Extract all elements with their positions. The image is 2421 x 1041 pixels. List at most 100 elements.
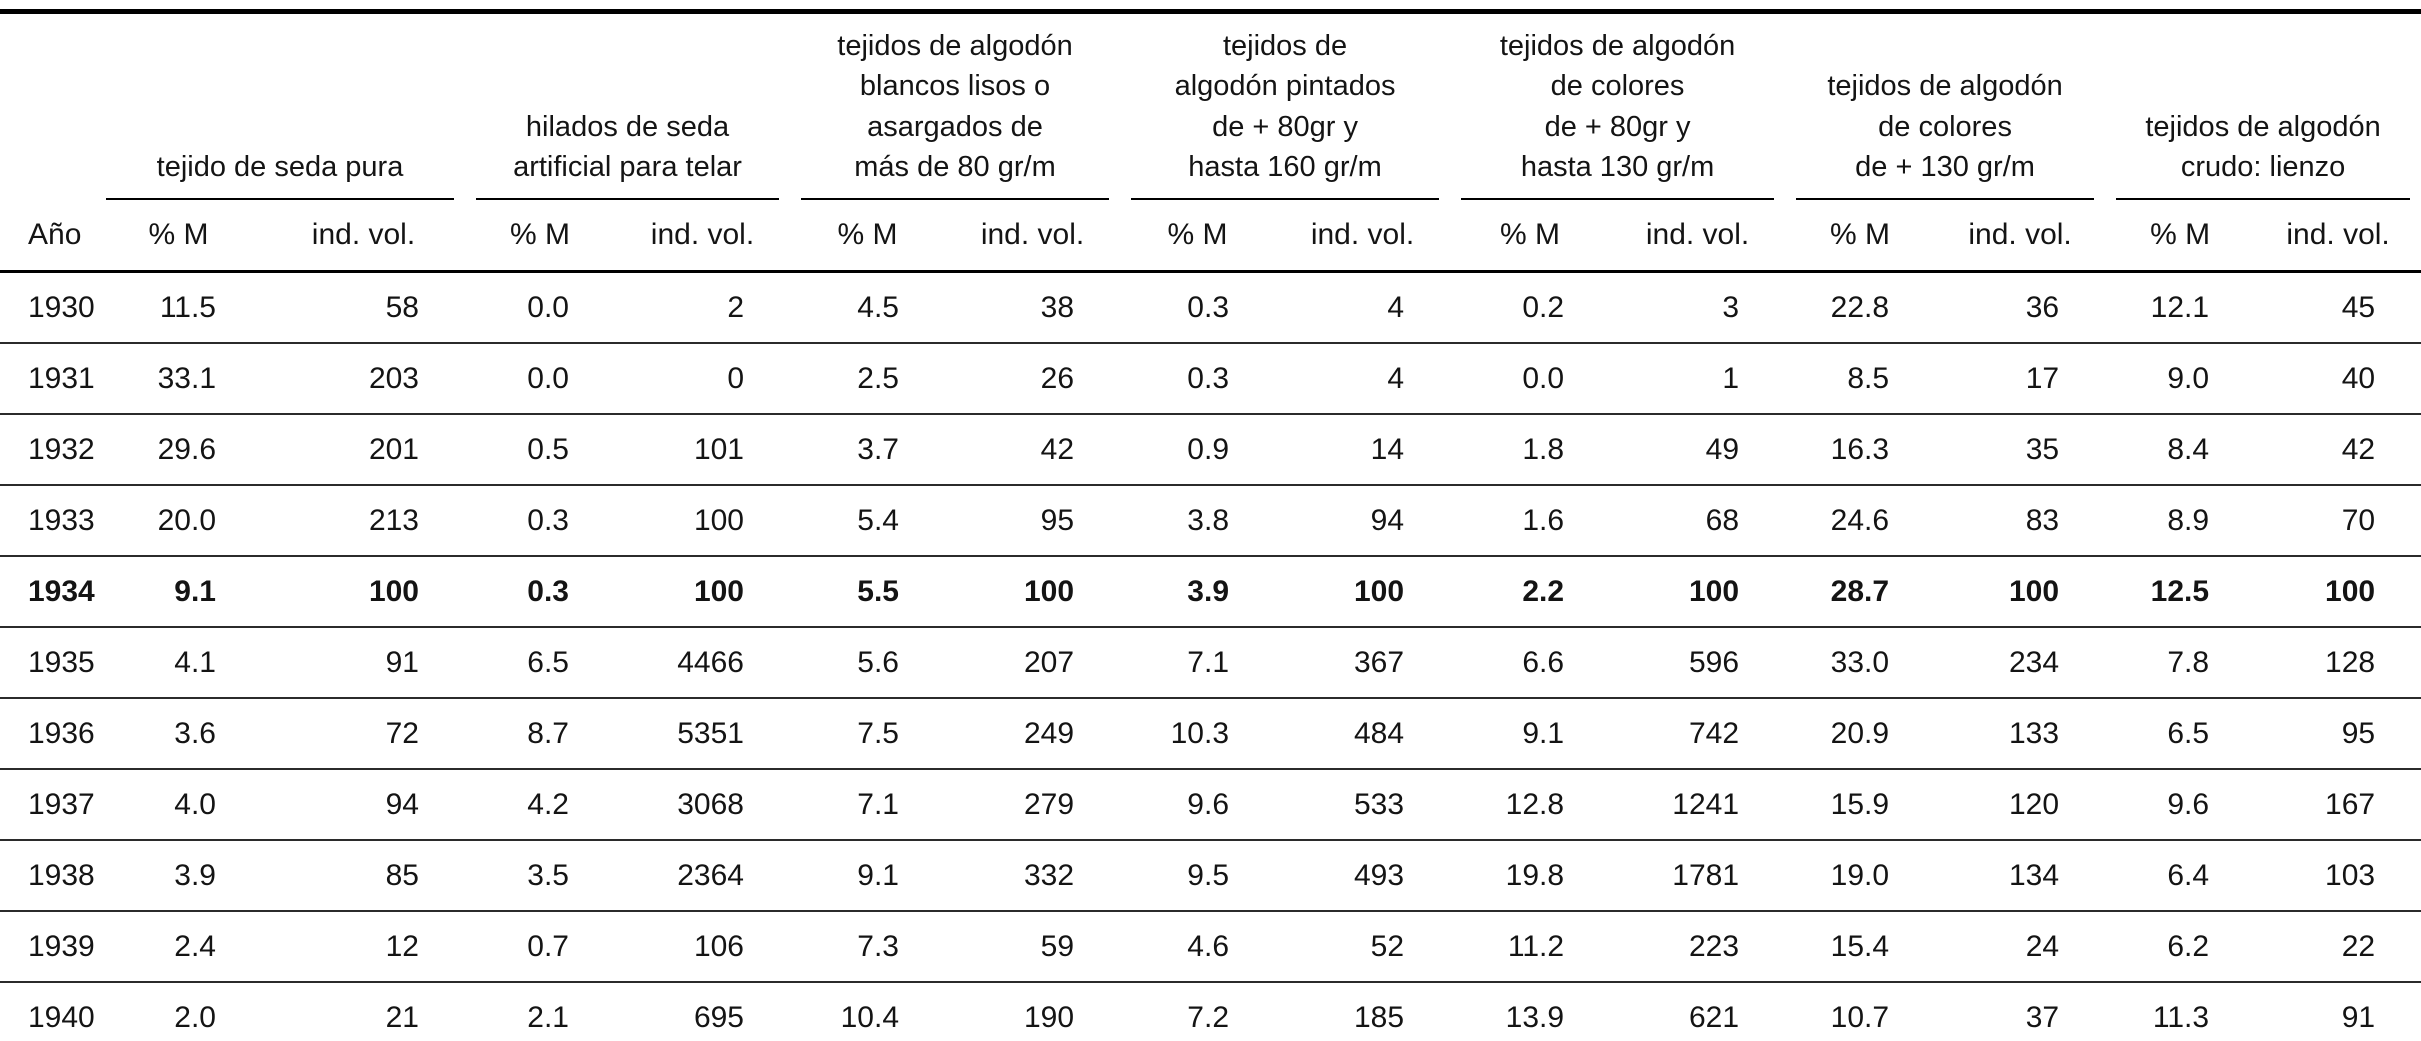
value-cell: 58 bbox=[262, 271, 465, 344]
value-cell: 5.5 bbox=[790, 556, 945, 628]
value-cell: 42 bbox=[2255, 414, 2421, 486]
pct-column-header: % M bbox=[95, 200, 262, 273]
value-cell: 94 bbox=[1275, 485, 1451, 557]
value-cell: 3 bbox=[1610, 271, 1786, 344]
vol-column-header: ind. vol. bbox=[2255, 200, 2421, 273]
value-cell: 0.3 bbox=[1120, 343, 1276, 415]
value-cell: 100 bbox=[945, 556, 1121, 628]
value-cell: 332 bbox=[945, 840, 1121, 912]
group-title: tejidos de algodón de colores de + 130 g… bbox=[1796, 66, 2095, 200]
value-cell: 120 bbox=[1935, 769, 2106, 841]
year-cell: 1939 bbox=[0, 911, 95, 983]
data-table: tejido de seda pura hilados de seda arti… bbox=[0, 9, 2421, 1041]
value-cell: 7.2 bbox=[1120, 982, 1276, 1041]
value-cell: 40 bbox=[2255, 343, 2421, 415]
year-cell: 1933 bbox=[0, 485, 95, 557]
value-cell: 2.0 bbox=[95, 982, 262, 1041]
value-cell: 1.8 bbox=[1450, 414, 1611, 486]
value-cell: 4 bbox=[1275, 343, 1451, 415]
year-cell: 1932 bbox=[0, 414, 95, 486]
table-row: 1935 4.1 91 6.5 4466 5.6 207 7.1 367 6.6 596 33.0 23… bbox=[0, 627, 2421, 699]
year-cell: 1940 bbox=[0, 982, 95, 1041]
value-cell: 42 bbox=[945, 414, 1121, 486]
value-cell: 0.0 bbox=[465, 271, 615, 344]
value-cell: 83 bbox=[1935, 485, 2106, 557]
value-cell: 36 bbox=[1935, 271, 2106, 344]
value-cell: 4.1 bbox=[95, 627, 262, 699]
value-cell: 100 bbox=[1275, 556, 1451, 628]
value-cell: 12 bbox=[262, 911, 465, 983]
value-cell: 20.9 bbox=[1785, 698, 1936, 770]
table-row: 1938 3.9 85 3.5 2364 9.1 332 9.5 493 19.8 1781 19.0… bbox=[0, 840, 2421, 912]
value-cell: 13.9 bbox=[1450, 982, 1611, 1041]
group-title: tejido de seda pura bbox=[106, 147, 454, 200]
value-cell: 9.5 bbox=[1120, 840, 1276, 912]
table-row: 1936 3.6 72 8.7 5351 7.5 249 10.3 484 9.1 742 20.9 1… bbox=[0, 698, 2421, 770]
value-cell: 3.9 bbox=[95, 840, 262, 912]
value-cell: 2364 bbox=[615, 840, 790, 912]
value-cell: 11.2 bbox=[1450, 911, 1611, 983]
year-cell: 1935 bbox=[0, 627, 95, 699]
value-cell: 10.4 bbox=[790, 982, 945, 1041]
value-cell: 29.6 bbox=[95, 414, 262, 486]
value-cell: 52 bbox=[1275, 911, 1451, 983]
table-row: 1933 20.0 213 0.3 100 5.4 95 3.8 94 1.6 68 24.6 83 8.… bbox=[0, 485, 2421, 557]
value-cell: 2.1 bbox=[465, 982, 615, 1041]
value-cell: 10.3 bbox=[1120, 698, 1276, 770]
value-cell: 103 bbox=[2255, 840, 2421, 912]
value-cell: 0.3 bbox=[1120, 271, 1276, 344]
value-cell: 0.9 bbox=[1120, 414, 1276, 486]
value-cell: 7.3 bbox=[790, 911, 945, 983]
value-cell: 17 bbox=[1935, 343, 2106, 415]
value-cell: 3.5 bbox=[465, 840, 615, 912]
value-cell: 24.6 bbox=[1785, 485, 1936, 557]
value-cell: 5.6 bbox=[790, 627, 945, 699]
group-header-seda-pura: tejido de seda pura bbox=[95, 12, 465, 200]
value-cell: 3.6 bbox=[95, 698, 262, 770]
value-cell: 22 bbox=[2255, 911, 2421, 983]
value-cell: 8.5 bbox=[1785, 343, 1936, 415]
value-cell: 9.6 bbox=[1120, 769, 1276, 841]
table-header: tejido de seda pura hilados de seda arti… bbox=[0, 12, 2421, 273]
value-cell: 6.5 bbox=[2105, 698, 2256, 770]
value-cell: 9.1 bbox=[1450, 698, 1611, 770]
value-cell: 35 bbox=[1935, 414, 2106, 486]
value-cell: 0.7 bbox=[465, 911, 615, 983]
group-title: tejidos de algodón de colores de + 80gr … bbox=[1461, 26, 1775, 200]
value-cell: 0.3 bbox=[465, 556, 615, 628]
value-cell: 100 bbox=[615, 485, 790, 557]
value-cell: 533 bbox=[1275, 769, 1451, 841]
group-title: hilados de seda artificial para telar bbox=[476, 107, 779, 200]
value-cell: 203 bbox=[262, 343, 465, 415]
value-cell: 0.3 bbox=[465, 485, 615, 557]
value-cell: 94 bbox=[262, 769, 465, 841]
value-cell: 15.4 bbox=[1785, 911, 1936, 983]
value-cell: 12.8 bbox=[1450, 769, 1611, 841]
value-cell: 100 bbox=[615, 556, 790, 628]
value-cell: 49 bbox=[1610, 414, 1786, 486]
year-cell: 1934 bbox=[0, 556, 95, 628]
value-cell: 14 bbox=[1275, 414, 1451, 486]
value-cell: 0.2 bbox=[1450, 271, 1611, 344]
value-cell: 2.2 bbox=[1450, 556, 1611, 628]
value-cell: 167 bbox=[2255, 769, 2421, 841]
value-cell: 5351 bbox=[615, 698, 790, 770]
value-cell: 12.5 bbox=[2105, 556, 2256, 628]
value-cell: 6.5 bbox=[465, 627, 615, 699]
value-cell: 207 bbox=[945, 627, 1121, 699]
year-cell: 1937 bbox=[0, 769, 95, 841]
value-cell: 2 bbox=[615, 271, 790, 344]
value-cell: 3.8 bbox=[1120, 485, 1276, 557]
value-cell: 21 bbox=[262, 982, 465, 1041]
value-cell: 4.6 bbox=[1120, 911, 1276, 983]
value-cell: 0 bbox=[615, 343, 790, 415]
value-cell: 10.7 bbox=[1785, 982, 1936, 1041]
value-cell: 28.7 bbox=[1785, 556, 1936, 628]
value-cell: 367 bbox=[1275, 627, 1451, 699]
value-cell: 20.0 bbox=[95, 485, 262, 557]
value-cell: 190 bbox=[945, 982, 1121, 1041]
vol-column-header: ind. vol. bbox=[1610, 200, 1786, 273]
value-cell: 100 bbox=[1935, 556, 2106, 628]
pct-column-header: % M bbox=[1785, 200, 1936, 273]
